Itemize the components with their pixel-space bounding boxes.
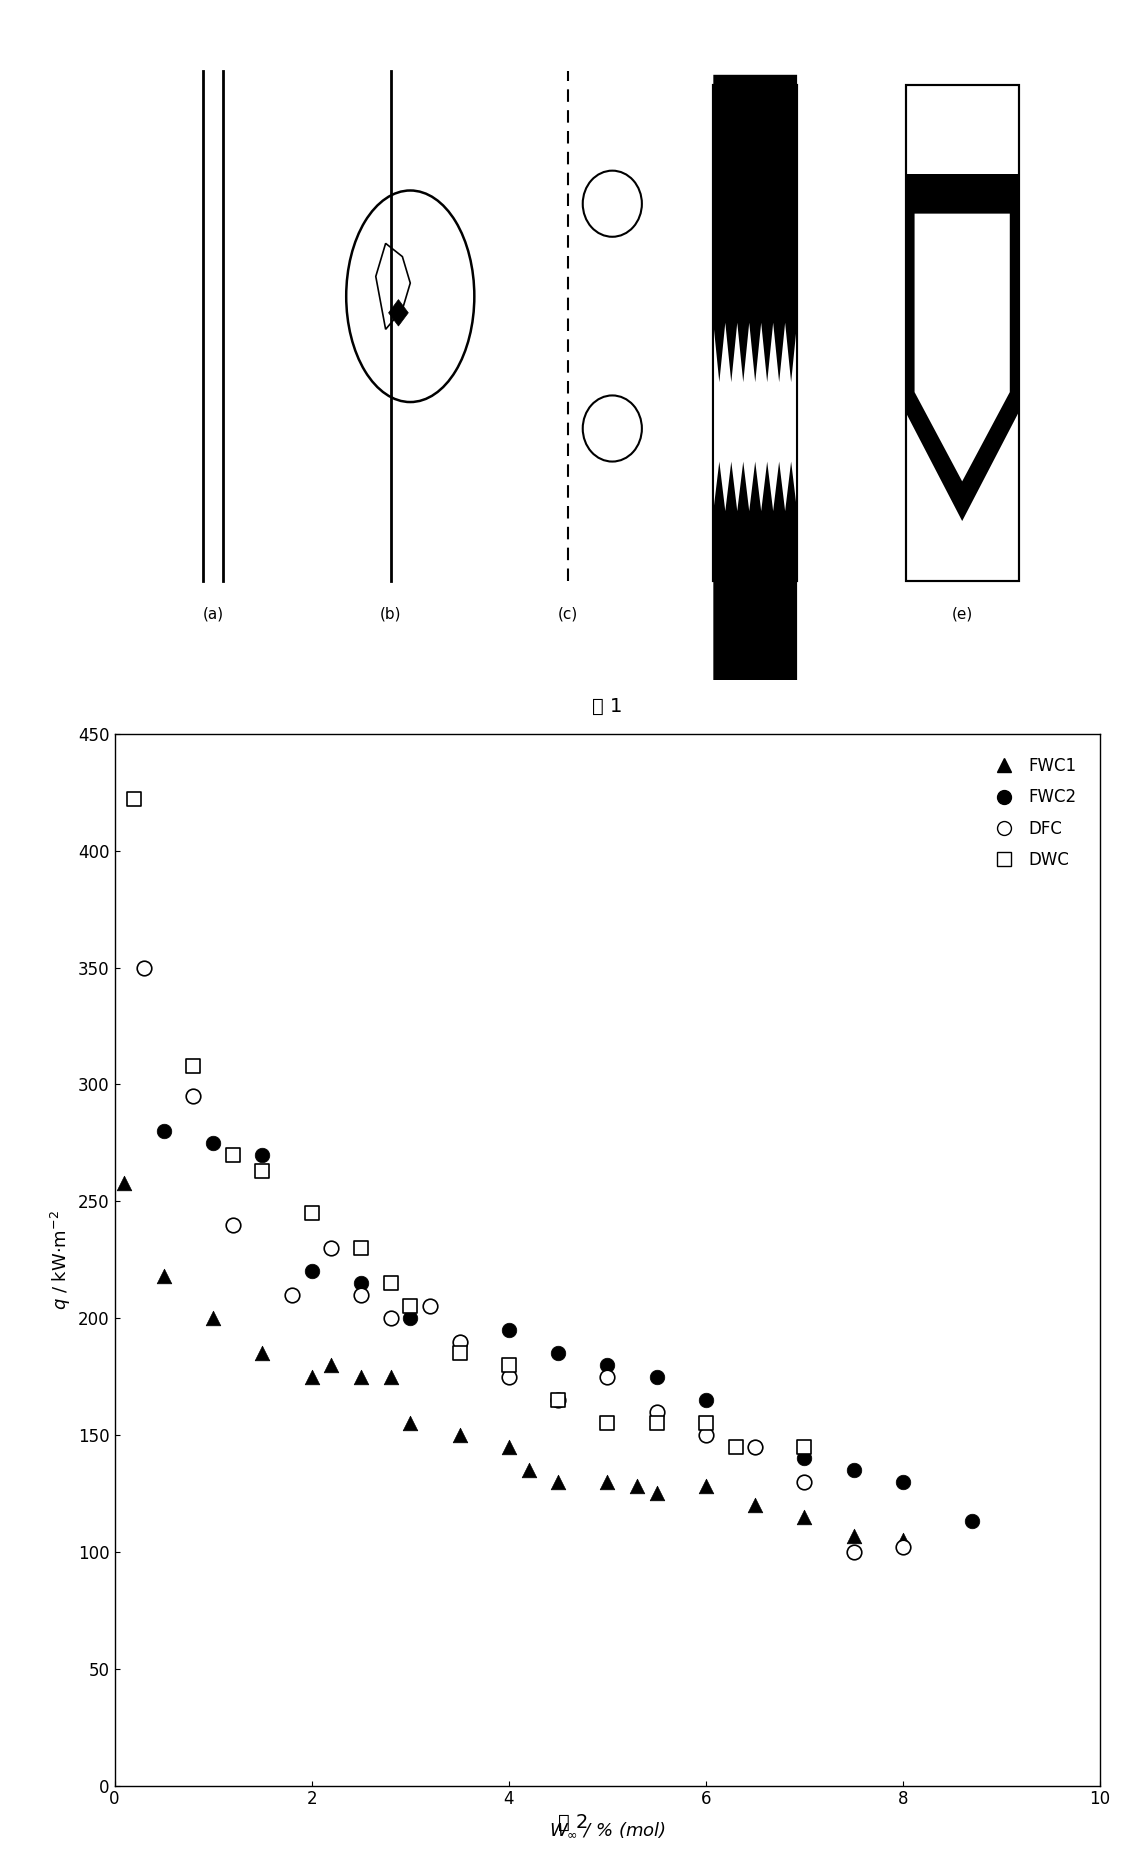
Point bbox=[500, 1315, 518, 1345]
Point bbox=[303, 1362, 321, 1391]
Bar bbox=[713, 86, 798, 580]
Point bbox=[500, 1362, 518, 1391]
Bar bbox=[905, 86, 1019, 580]
Point bbox=[647, 1408, 666, 1438]
Point bbox=[795, 1432, 814, 1462]
Point bbox=[253, 1339, 272, 1369]
Polygon shape bbox=[376, 244, 410, 329]
Point bbox=[450, 1326, 469, 1356]
Point bbox=[135, 952, 154, 982]
Point bbox=[116, 1168, 134, 1198]
Point bbox=[598, 1408, 617, 1438]
Point bbox=[845, 1521, 863, 1551]
Point bbox=[401, 1291, 419, 1321]
Point bbox=[303, 1198, 321, 1228]
Point bbox=[894, 1533, 912, 1562]
X-axis label: $W_{\infty}$ / % (mol): $W_{\infty}$ / % (mol) bbox=[549, 1819, 666, 1838]
Polygon shape bbox=[713, 74, 798, 381]
Point bbox=[401, 1304, 419, 1334]
Polygon shape bbox=[713, 461, 798, 759]
Point bbox=[598, 1362, 617, 1391]
Point bbox=[223, 1140, 242, 1170]
Text: (b): (b) bbox=[379, 606, 401, 621]
Point bbox=[795, 1443, 814, 1473]
Bar bbox=[905, 175, 1019, 214]
Bar bbox=[713, 86, 798, 580]
Point bbox=[382, 1304, 400, 1334]
Point bbox=[647, 1479, 666, 1508]
Point bbox=[598, 1468, 617, 1497]
Point bbox=[746, 1432, 764, 1462]
Point bbox=[894, 1525, 912, 1555]
Point bbox=[894, 1468, 912, 1497]
Y-axis label: $q$ / kW·m$^{-2}$: $q$ / kW·m$^{-2}$ bbox=[48, 1209, 72, 1309]
Point bbox=[303, 1257, 321, 1287]
Point bbox=[519, 1455, 537, 1484]
Point bbox=[204, 1304, 222, 1334]
Point bbox=[549, 1386, 567, 1415]
Text: (d): (d) bbox=[745, 606, 766, 621]
Text: (a): (a) bbox=[203, 606, 223, 621]
Point bbox=[845, 1536, 863, 1566]
Point bbox=[352, 1280, 370, 1309]
Point bbox=[155, 1116, 173, 1146]
Bar bbox=[713, 324, 798, 512]
Point bbox=[352, 1362, 370, 1391]
Bar bbox=[713, 86, 798, 580]
Point bbox=[549, 1386, 567, 1415]
Point bbox=[125, 785, 143, 815]
Point bbox=[845, 1455, 863, 1484]
Point bbox=[727, 1432, 745, 1462]
Point bbox=[185, 1051, 203, 1081]
Point bbox=[223, 1209, 242, 1239]
Point bbox=[322, 1233, 340, 1263]
Point bbox=[963, 1507, 981, 1536]
Point bbox=[647, 1362, 666, 1391]
Text: (c): (c) bbox=[558, 606, 578, 621]
Point bbox=[253, 1140, 272, 1170]
Polygon shape bbox=[915, 214, 1010, 482]
Point bbox=[500, 1350, 518, 1380]
Legend: FWC1, FWC2, DFC, DWC: FWC1, FWC2, DFC, DWC bbox=[980, 750, 1083, 876]
Point bbox=[185, 1081, 203, 1110]
Point bbox=[628, 1471, 646, 1501]
Point bbox=[204, 1127, 222, 1157]
Point bbox=[382, 1269, 400, 1298]
Point bbox=[450, 1339, 469, 1369]
Point bbox=[746, 1490, 764, 1520]
Point bbox=[155, 1261, 173, 1291]
Point bbox=[421, 1291, 439, 1321]
Point bbox=[253, 1157, 272, 1187]
Point bbox=[647, 1397, 666, 1427]
Point bbox=[795, 1501, 814, 1531]
Point bbox=[352, 1269, 370, 1298]
Text: 图 2: 图 2 bbox=[558, 1814, 588, 1832]
Point bbox=[697, 1386, 715, 1415]
Point bbox=[697, 1421, 715, 1451]
Point bbox=[746, 1432, 764, 1462]
Point bbox=[697, 1471, 715, 1501]
Point bbox=[401, 1408, 419, 1438]
Point bbox=[382, 1362, 400, 1391]
Point bbox=[598, 1350, 617, 1380]
Text: (e): (e) bbox=[951, 606, 973, 621]
Point bbox=[549, 1339, 567, 1369]
Point bbox=[795, 1468, 814, 1497]
Point bbox=[500, 1432, 518, 1462]
Polygon shape bbox=[905, 214, 1019, 521]
Text: 图 1: 图 1 bbox=[592, 698, 622, 716]
Point bbox=[283, 1280, 301, 1309]
Bar bbox=[905, 86, 1019, 580]
Polygon shape bbox=[388, 299, 408, 325]
Point bbox=[352, 1233, 370, 1263]
Point bbox=[450, 1421, 469, 1451]
Point bbox=[697, 1408, 715, 1438]
Point bbox=[450, 1326, 469, 1356]
Point bbox=[322, 1350, 340, 1380]
Point bbox=[549, 1468, 567, 1497]
